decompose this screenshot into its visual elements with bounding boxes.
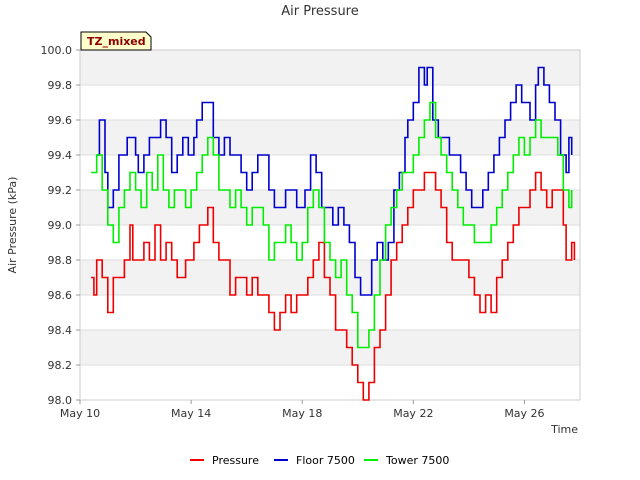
y-axis-label: Air Pressure (kPa)	[6, 177, 19, 274]
chart-title: Air Pressure	[281, 4, 359, 19]
y-tick-label: 98.0	[48, 394, 73, 407]
background-band	[80, 330, 580, 365]
tz-tag: TZ_mixed	[80, 31, 152, 51]
x-tick-label: May 10	[60, 407, 100, 420]
legend: Pressure Floor 7500 Tower 7500	[190, 454, 449, 467]
legend-label-tower-7500: Tower 7500	[385, 454, 449, 467]
background-band	[80, 120, 580, 155]
tz-tag-box	[80, 31, 152, 51]
x-tick-label: May 18	[282, 407, 322, 420]
x-tick-label: May 26	[504, 407, 544, 420]
y-tick-label: 98.8	[48, 254, 73, 267]
background-band	[80, 50, 580, 85]
y-tick-label: 99.8	[48, 79, 73, 92]
x-tick-label: May 14	[171, 407, 211, 420]
series-line-floor-7500	[96, 66, 573, 296]
y-tick-label: 99.2	[48, 184, 73, 197]
series-line-pressure	[91, 171, 576, 401]
x-tick-label: May 22	[393, 407, 433, 420]
legend-label-pressure: Pressure	[212, 454, 259, 467]
y-tick-label: 99.0	[48, 219, 73, 232]
y-axis-ticks: 98.0 98.2 98.4 98.6 98.8 99.0 99.2 99.4 99.6 99.8…	[41, 44, 80, 407]
y-tick-label: 100.0	[41, 44, 73, 57]
series-lines	[91, 66, 576, 401]
series-line-tower-7500	[91, 101, 573, 349]
y-tick-label: 98.6	[48, 289, 73, 302]
tz-tag-label: TZ_mixed	[87, 35, 146, 48]
x-axis-ticks: May 10 May 14 May 18 May 22 May 26	[60, 400, 545, 420]
x-axis-label: Time	[550, 423, 578, 436]
y-tick-label: 99.6	[48, 114, 73, 127]
y-tick-label: 98.4	[48, 324, 73, 337]
y-tick-label: 98.2	[48, 359, 73, 372]
legend-label-floor-7500: Floor 7500	[296, 454, 355, 467]
y-tick-label: 99.4	[48, 149, 73, 162]
